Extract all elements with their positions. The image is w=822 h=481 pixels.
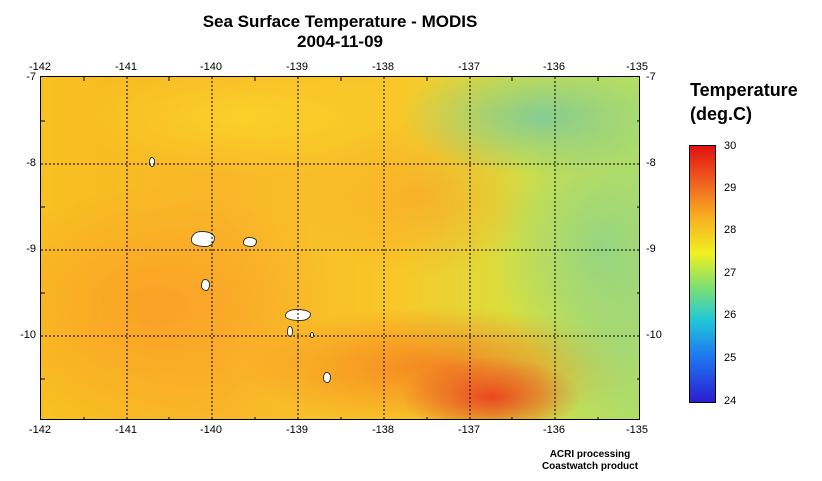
lon-tick-top: -138 — [371, 61, 395, 73]
lon-tick-bottom: -138 — [371, 424, 395, 436]
map-grid — [41, 77, 639, 419]
lat-tick-left: -7 — [26, 71, 36, 83]
lon-tick-bottom: -142 — [28, 424, 52, 436]
lon-tick-bottom: -139 — [285, 424, 309, 436]
island — [149, 157, 155, 167]
island — [323, 372, 331, 383]
lon-tick-top: -142 — [28, 61, 52, 73]
lat-tick-left: -10 — [20, 329, 36, 341]
credit-product: Coastwatch product — [541, 461, 639, 472]
lon-tick-top: -136 — [542, 61, 566, 73]
lon-tick-top: -140 — [199, 61, 223, 73]
island — [310, 332, 314, 338]
lon-tick-bottom: -141 — [114, 424, 138, 436]
island — [201, 279, 210, 291]
colorbar-label: 28 — [724, 224, 737, 236]
lon-tick-bottom: -140 — [199, 424, 223, 436]
map-date: 2004-11-09 — [296, 32, 384, 51]
lat-tick-left: -8 — [26, 157, 36, 169]
lat-tick-right: -7 — [646, 71, 656, 83]
lon-tick-top: -135 — [625, 61, 649, 73]
lon-tick-top: -137 — [457, 61, 481, 73]
colorbar-label: 26 — [724, 309, 737, 321]
lon-tick-bottom: -135 — [625, 424, 649, 436]
color-scale-bar — [689, 145, 716, 403]
colorbar-label: 29 — [724, 182, 737, 194]
lon-tick-bottom: -137 — [457, 424, 481, 436]
lat-tick-right: -8 — [646, 157, 656, 169]
credit-processing: ACRI processing — [549, 449, 631, 460]
lat-tick-right: -10 — [646, 329, 662, 341]
sst-map — [40, 76, 640, 420]
colorbar-label: 30 — [724, 140, 737, 152]
lon-tick-bottom: -136 — [542, 424, 566, 436]
lat-tick-right: -9 — [646, 243, 656, 255]
lon-tick-top: -141 — [114, 61, 138, 73]
lon-tick-top: -139 — [285, 61, 309, 73]
map-title: Sea Surface Temperature - MODIS — [202, 12, 478, 31]
island — [191, 231, 215, 247]
colorbar-label: 25 — [724, 352, 737, 364]
island — [243, 237, 257, 247]
colorbar-label: 27 — [724, 267, 737, 279]
legend-title: Temperature — [690, 80, 798, 100]
colorbar-label: 24 — [724, 395, 737, 407]
legend-units: (deg.C) — [690, 104, 752, 124]
lat-tick-left: -9 — [26, 243, 36, 255]
